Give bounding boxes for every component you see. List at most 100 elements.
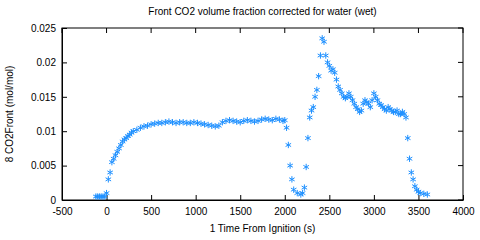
point	[305, 135, 311, 141]
tick-mark	[285, 195, 286, 200]
point	[410, 176, 416, 182]
tick-label: 1500	[230, 206, 253, 217]
point	[409, 169, 415, 175]
point	[359, 107, 365, 113]
tick-mark	[458, 28, 463, 29]
tick-label: 2000	[274, 206, 297, 217]
point	[286, 142, 292, 148]
tick: 2500	[319, 195, 342, 217]
point	[321, 39, 327, 45]
point	[155, 120, 161, 126]
point	[405, 135, 411, 141]
tick-label: 0.025	[31, 23, 56, 34]
tick-label: 2500	[319, 206, 342, 217]
tick-label: 0.01	[37, 126, 57, 137]
tick-mark	[284, 28, 285, 33]
tick-mark	[240, 28, 241, 33]
point	[334, 76, 340, 82]
tick-label: 0.005	[31, 160, 56, 171]
point	[107, 169, 113, 175]
tick: 500	[143, 195, 160, 217]
tick: 0.01	[37, 126, 67, 137]
tick-label: 3000	[363, 206, 386, 217]
point	[425, 191, 431, 197]
point	[289, 176, 295, 182]
tick: 2000	[274, 195, 297, 217]
point	[332, 70, 338, 76]
tick-mark	[62, 131, 67, 132]
point	[104, 190, 110, 196]
tick: 0.005	[31, 160, 67, 171]
tick-label: 0	[104, 206, 110, 217]
axis-line	[62, 29, 63, 201]
point	[184, 120, 190, 126]
tick-mark	[418, 195, 419, 200]
point	[287, 162, 293, 168]
tick-mark	[458, 62, 463, 63]
point	[323, 52, 329, 58]
tick-mark	[62, 166, 67, 167]
point	[302, 184, 308, 190]
tick-label: -500	[52, 206, 72, 217]
tick-mark	[196, 195, 197, 200]
tick: 1500	[230, 195, 253, 217]
tick-label: 4000	[452, 206, 475, 217]
tick: 0.02	[37, 57, 67, 68]
x-axis: -50005001000150020002500300035004000	[52, 195, 475, 217]
point	[134, 127, 140, 133]
tick-label: 0.015	[31, 92, 56, 103]
point	[284, 125, 290, 131]
plot-frame	[62, 28, 463, 200]
tick-mark	[373, 28, 374, 33]
point	[312, 94, 318, 100]
tick-mark	[151, 195, 152, 200]
point	[407, 156, 413, 162]
tick: 4000	[452, 195, 475, 217]
tick-label: 3500	[408, 206, 431, 217]
tick: 0.015	[31, 92, 67, 103]
point	[311, 104, 317, 110]
axis-line	[63, 200, 464, 201]
tick: 3500	[408, 195, 431, 217]
tick-mark	[62, 97, 67, 98]
y-axis: 0 0.005 0.01 0.015 0.02 0.025	[31, 23, 67, 206]
point	[300, 190, 306, 196]
tick-mark	[458, 96, 463, 97]
tick-label: 0	[50, 195, 56, 206]
point	[106, 176, 112, 182]
tick-mark	[463, 195, 464, 200]
point	[177, 119, 183, 125]
tick-mark	[418, 28, 419, 33]
tick-label: 500	[143, 206, 160, 217]
tick-mark	[106, 28, 107, 33]
tick-mark	[374, 195, 375, 200]
tick-mark	[62, 200, 67, 201]
tick-label: 1000	[185, 206, 208, 217]
chart: -5000500100015002000250030003500400000.0…	[0, 0, 480, 240]
tick-mark	[62, 28, 67, 29]
point	[303, 164, 309, 170]
title: Front CO2 volume fraction corrected for …	[148, 6, 376, 17]
x-axis-title: 1 Time From Ignition (s)	[210, 223, 316, 234]
tick-mark	[458, 131, 463, 132]
tick-mark	[463, 28, 464, 33]
tick-mark	[62, 62, 67, 63]
tick-label: 0.02	[37, 57, 57, 68]
tick-mark	[151, 28, 152, 33]
point	[316, 73, 322, 79]
tick-mark	[240, 195, 241, 200]
tick: 3000	[363, 195, 386, 217]
tick-mark	[195, 28, 196, 33]
tick-mark	[62, 28, 63, 33]
tick-mark	[329, 28, 330, 33]
tick-mark	[329, 195, 330, 200]
mirror-ticks	[62, 28, 463, 200]
tick-mark	[458, 165, 463, 166]
point	[318, 52, 324, 58]
tick-mark	[458, 200, 463, 201]
point	[314, 87, 320, 93]
points	[93, 35, 430, 200]
tick: 0	[50, 195, 67, 206]
point	[282, 117, 288, 123]
point	[307, 114, 313, 120]
